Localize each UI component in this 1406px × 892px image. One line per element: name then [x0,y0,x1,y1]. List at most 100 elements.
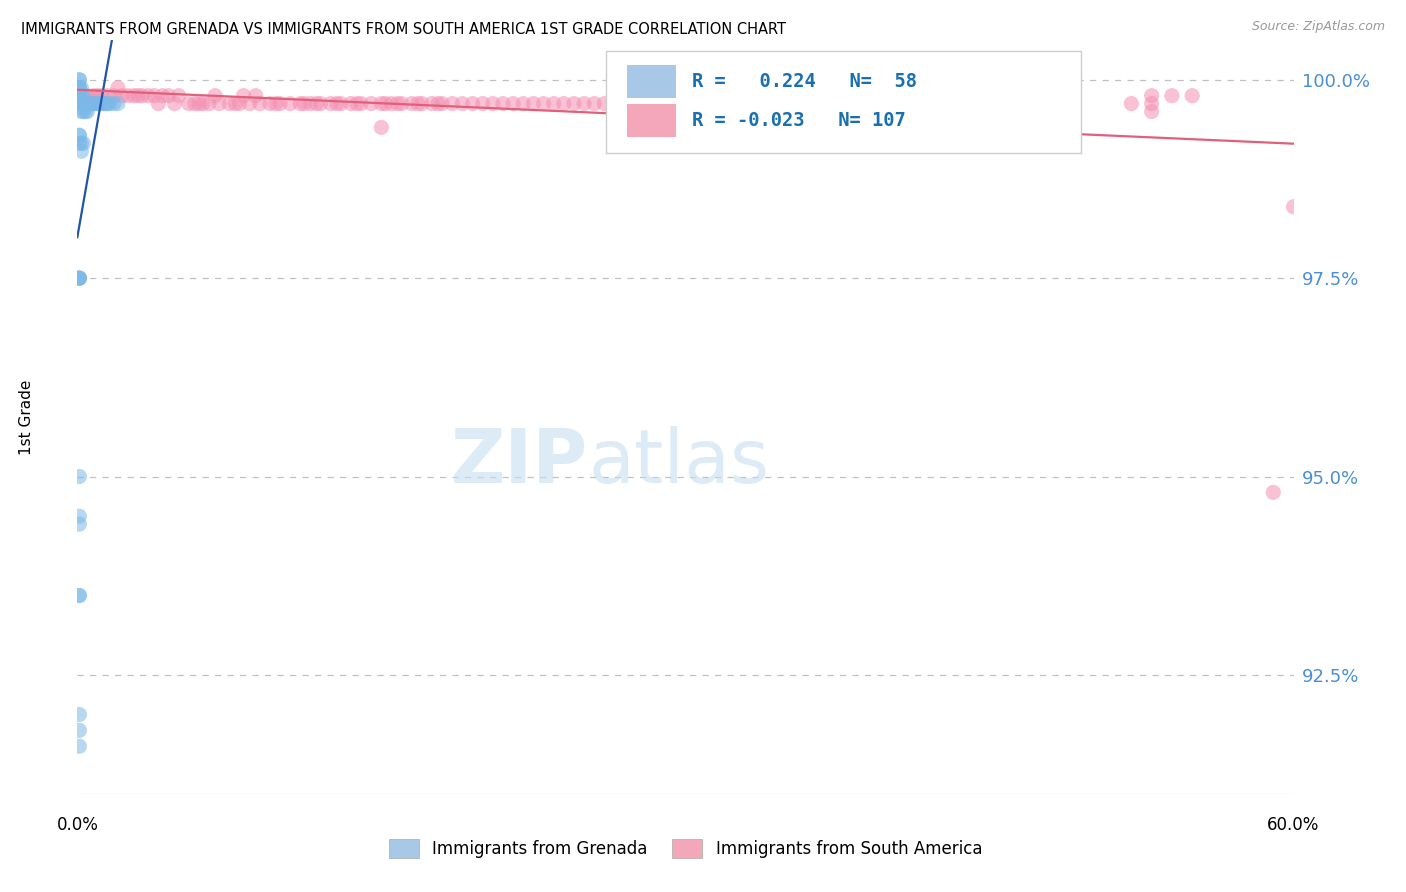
Point [67,517,90,532]
Point [72,104,94,119]
Point [70,88,93,103]
Point [67,509,90,524]
Point [103,88,125,103]
Point [107,80,129,95]
Text: IMMIGRANTS FROM GRENADA VS IMMIGRANTS FROM SOUTH AMERICA 1ST GRADE CORRELATION C: IMMIGRANTS FROM GRENADA VS IMMIGRANTS FR… [21,22,786,37]
Point [70,136,93,151]
Point [67,80,90,95]
Point [86,96,108,111]
Point [391,96,413,111]
Point [512,96,534,111]
Point [815,96,838,111]
Point [319,96,342,111]
Point [350,96,373,111]
Point [157,88,180,103]
Point [89,96,111,111]
Point [370,96,392,111]
Point [72,136,94,151]
Point [67,707,90,722]
Point [148,96,170,111]
Point [136,88,159,103]
Point [70,80,93,95]
Point [67,88,90,103]
Point [264,96,287,111]
Point [522,96,544,111]
Point [67,271,90,285]
Point [562,96,585,111]
Point [249,96,271,111]
Point [79,96,101,111]
Point [1121,96,1143,111]
Point [67,88,90,103]
Point [67,80,90,95]
Point [471,96,494,111]
Point [70,96,93,111]
Point [67,271,90,285]
Bar [627,65,676,98]
Point [79,96,101,111]
Point [259,96,281,111]
Point [380,96,402,111]
Point [1140,88,1163,103]
Text: ZIP: ZIP [451,425,588,499]
Point [198,96,221,111]
Point [492,96,515,111]
Point [76,88,98,103]
Point [67,271,90,285]
Point [533,96,555,111]
Point [70,96,93,111]
Point [374,96,396,111]
Point [228,96,250,111]
Point [111,88,134,103]
Point [979,96,1001,111]
Point [401,96,423,111]
Point [72,96,94,111]
Text: 60.0%: 60.0% [1267,816,1320,834]
Point [152,88,174,103]
Point [346,96,368,111]
Point [76,96,98,111]
Point [93,96,115,111]
Point [184,96,207,111]
Point [755,96,778,111]
Point [245,88,267,103]
Point [97,96,120,111]
Point [67,128,90,143]
Point [127,88,149,103]
Point [90,88,112,103]
FancyBboxPatch shape [606,52,1081,153]
Point [420,96,443,111]
Point [163,96,186,111]
Point [305,96,328,111]
Point [191,96,214,111]
Point [543,96,565,111]
Point [877,96,900,111]
Point [695,96,717,111]
Point [67,80,90,95]
Point [776,96,799,111]
Point [224,96,246,111]
Point [593,96,616,111]
Point [117,88,139,103]
Point [897,96,920,111]
Point [80,96,103,111]
Point [239,96,262,111]
Bar [627,104,676,137]
Point [1161,88,1184,103]
Point [67,271,90,285]
Point [67,589,90,603]
Point [1282,200,1305,214]
Point [107,96,129,111]
Point [290,96,312,111]
Point [75,104,97,119]
Point [67,88,90,103]
Point [583,96,606,111]
Point [84,96,107,111]
Point [67,723,90,738]
Point [75,96,97,111]
Point [430,96,453,111]
Point [83,96,105,111]
Point [1140,104,1163,119]
Point [67,96,90,111]
Point [572,96,595,111]
